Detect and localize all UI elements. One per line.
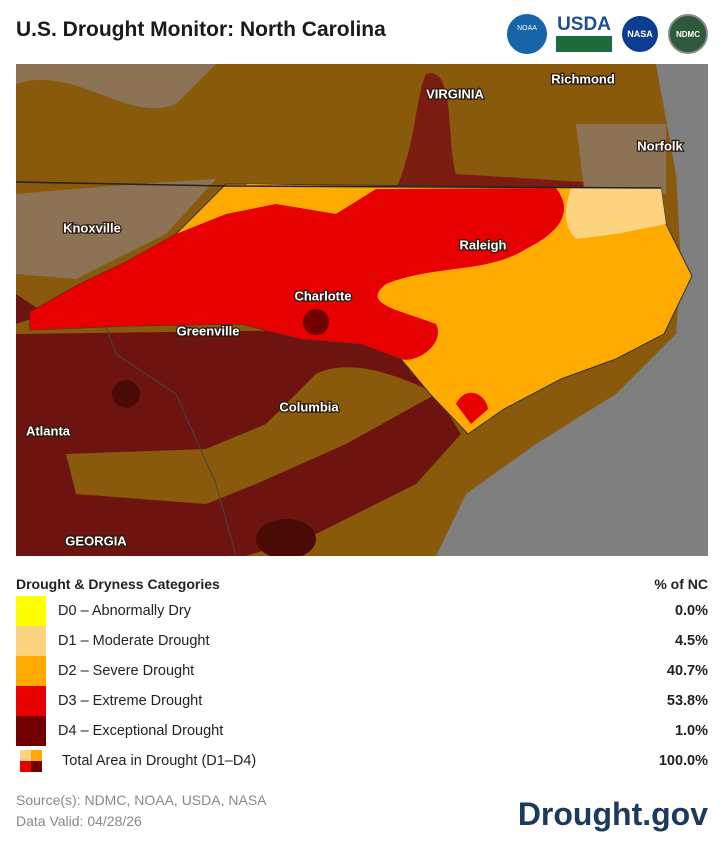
legend-row: D3 – Extreme Drought 53.8% bbox=[16, 686, 708, 716]
state-border bbox=[16, 181, 662, 189]
d4-region bbox=[256, 519, 316, 556]
map-label: Knoxville bbox=[63, 220, 121, 235]
swatch bbox=[16, 656, 46, 686]
map: Richmond VIRGINIA Norfolk Knoxville Raleigh C… bbox=[16, 64, 708, 556]
category-label: D2 – Severe Drought bbox=[58, 663, 195, 679]
nc-d2 bbox=[246, 184, 346, 206]
category-value: 0.0% bbox=[674, 603, 708, 619]
legend-row: D1 – Moderate Drought 4.5% bbox=[16, 626, 708, 656]
nasa-logo bbox=[622, 16, 658, 52]
d4-region bbox=[112, 380, 140, 408]
state-border bbox=[105, 325, 237, 556]
legend: Drought & Dryness Categories % of NC D0 … bbox=[16, 572, 708, 776]
legend-row: D4 – Exceptional Drought 1.0% bbox=[16, 716, 708, 746]
map-label: Atlanta bbox=[26, 423, 71, 438]
logo-text: NOAA bbox=[517, 25, 537, 32]
category-value: 40.7% bbox=[666, 663, 708, 679]
d1-region bbox=[16, 64, 216, 109]
map-label: Norfolk bbox=[637, 138, 683, 153]
usda-stripes bbox=[556, 36, 612, 52]
date: Data Valid: 04/28/26 bbox=[16, 813, 142, 829]
total-value: 100.0% bbox=[658, 753, 708, 769]
map-label: Richmond bbox=[551, 71, 615, 86]
swatch bbox=[16, 716, 46, 746]
map-label: GEORGIA bbox=[65, 533, 127, 548]
d1-region bbox=[16, 179, 216, 279]
legend-row: D0 – Abnormally Dry 0.0% bbox=[16, 596, 708, 626]
category-label: D4 – Exceptional Drought bbox=[58, 723, 224, 739]
d2-region bbox=[66, 367, 436, 504]
map-label: Raleigh bbox=[460, 237, 507, 252]
map-label: VIRGINIA bbox=[426, 86, 484, 101]
total-label: Total Area in Drought (D1–D4) bbox=[62, 753, 257, 769]
ndmc-logo bbox=[668, 14, 708, 54]
category-value: 4.5% bbox=[674, 633, 708, 649]
d3-region bbox=[396, 73, 656, 214]
ocean bbox=[436, 64, 708, 556]
swatch bbox=[16, 596, 46, 626]
legend-column: % of NC bbox=[654, 576, 708, 592]
category-label: D1 – Moderate Drought bbox=[58, 633, 210, 649]
total-swatch bbox=[20, 750, 42, 772]
logo-text: NDMC bbox=[676, 30, 700, 39]
category-label: D0 – Abnormally Dry bbox=[58, 603, 191, 619]
logo-text: USDA bbox=[557, 14, 611, 35]
logo-text: NASA bbox=[627, 29, 653, 39]
legend-header: Drought & Dryness Categories % of NC bbox=[16, 572, 708, 596]
swatch bbox=[16, 626, 46, 656]
nc-d3 bbox=[30, 188, 565, 360]
nc-d1 bbox=[566, 188, 666, 239]
nc-d4 bbox=[303, 309, 329, 335]
noaa-logo bbox=[507, 14, 547, 54]
footer: Source(s): NDMC, NOAA, USDA, NASA Data V… bbox=[16, 790, 267, 832]
legend-rows: D0 – Abnormally Dry 0.0% D1 – Moderate Dro… bbox=[16, 596, 708, 746]
category-value: 1.0% bbox=[674, 723, 708, 739]
category-label: D3 – Extreme Drought bbox=[58, 693, 203, 709]
brand[interactable]: Drought.gov bbox=[517, 796, 708, 832]
legend-total: Total Area in Drought (D1–D4) 100.0% bbox=[16, 746, 708, 776]
map-label: Charlotte bbox=[294, 288, 351, 303]
map-label: Greenville bbox=[177, 323, 240, 338]
source: Source(s): NDMC, NOAA, USDA, NASA bbox=[16, 792, 267, 808]
category-value: 53.8% bbox=[666, 693, 708, 709]
nc-d3 bbox=[456, 392, 488, 424]
logos: NOAA USDA NASA NDMC bbox=[507, 14, 708, 54]
title: U.S. Drought Monitor: North Carolina bbox=[16, 18, 386, 41]
swatch bbox=[16, 686, 46, 716]
legend-heading: Drought & Dryness Categories bbox=[16, 576, 220, 592]
d1-region bbox=[576, 124, 666, 204]
map-label: Columbia bbox=[279, 399, 339, 414]
legend-row: D2 – Severe Drought 40.7% bbox=[16, 656, 708, 686]
